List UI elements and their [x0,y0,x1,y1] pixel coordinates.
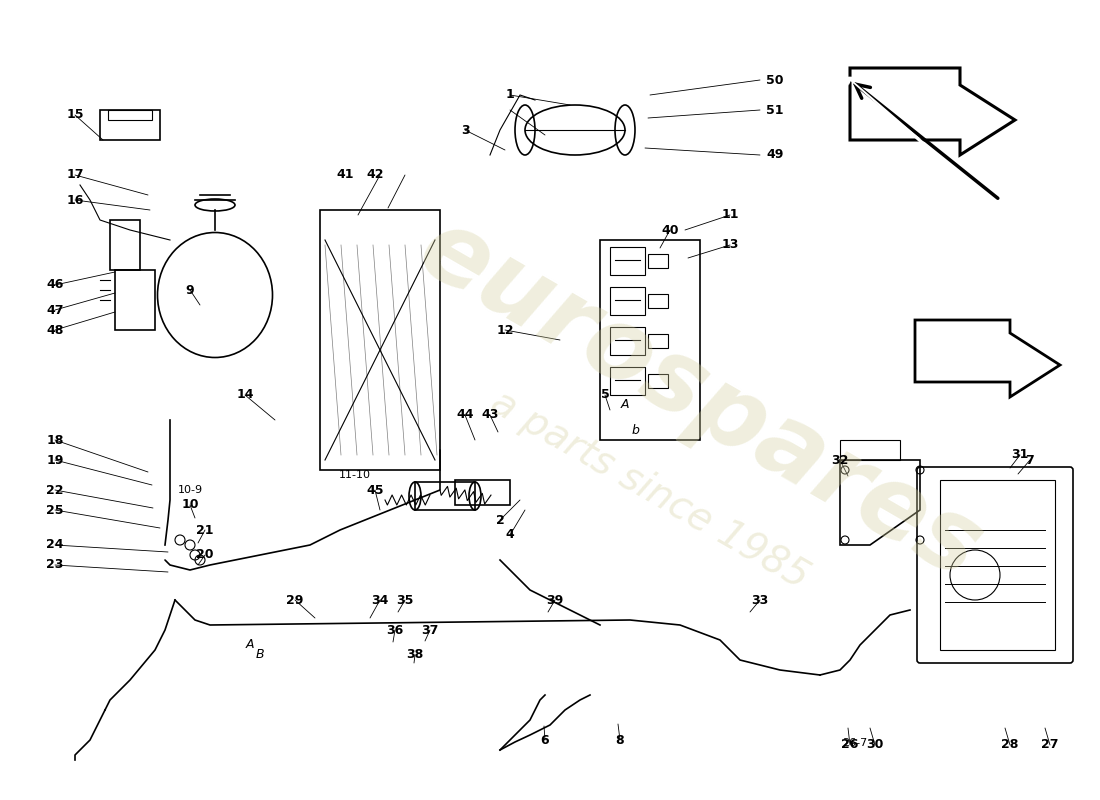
Text: 49: 49 [767,149,783,162]
Text: 26-7: 26-7 [843,738,868,748]
Bar [455,480,510,505]
Text: 43: 43 [482,409,498,422]
Text: 10: 10 [182,498,199,511]
Bar [610,367,645,395]
Bar [320,210,440,470]
Text: eurospares: eurospares [402,200,998,600]
Bar [610,287,645,315]
Text: 15: 15 [66,109,84,122]
Text: 18: 18 [46,434,64,446]
Text: 29: 29 [286,594,304,606]
Bar [415,482,475,510]
Text: 24: 24 [46,538,64,551]
Text: 35: 35 [396,594,414,606]
Text: 20: 20 [196,549,213,562]
Text: 19: 19 [46,454,64,466]
Text: A: A [245,638,254,651]
Text: 34: 34 [372,594,388,606]
Text: b: b [631,423,639,437]
Text: a parts since 1985: a parts since 1985 [484,383,816,597]
Text: 27: 27 [1042,738,1058,751]
Text: 46: 46 [46,278,64,291]
Text: 39: 39 [547,594,563,606]
Text: 10-9: 10-9 [177,485,202,495]
Text: 11-10: 11-10 [339,470,371,480]
Text: 5: 5 [601,389,609,402]
Text: 40: 40 [661,223,679,237]
Bar [108,110,152,120]
Bar [110,220,140,270]
Text: 36: 36 [386,623,404,637]
Text: 32: 32 [832,454,849,466]
Text: 48: 48 [46,323,64,337]
Bar [648,334,668,348]
Bar [610,247,645,275]
Text: 9: 9 [186,283,195,297]
Text: 21: 21 [196,523,213,537]
Bar [940,480,1055,650]
Text: 50: 50 [767,74,783,86]
Bar [648,294,668,308]
Text: B: B [255,649,264,662]
Text: 25: 25 [46,503,64,517]
Text: 31: 31 [1011,449,1028,462]
Text: 41: 41 [337,169,354,182]
Text: 44: 44 [456,409,474,422]
Text: 13: 13 [722,238,739,251]
Text: 8: 8 [616,734,625,746]
Bar [600,240,700,440]
Bar [648,254,668,268]
Text: 17: 17 [66,169,84,182]
Text: 3: 3 [461,123,470,137]
Text: 45: 45 [366,483,384,497]
Text: 33: 33 [751,594,769,606]
Text: 12: 12 [496,323,514,337]
Text: 22: 22 [46,483,64,497]
Text: 4: 4 [506,529,515,542]
Text: 11: 11 [722,209,739,222]
Text: 2: 2 [496,514,505,526]
Text: 14: 14 [236,389,254,402]
Text: 28: 28 [1001,738,1019,751]
Text: 16: 16 [66,194,84,206]
Text: 1: 1 [506,89,515,102]
Text: 23: 23 [46,558,64,571]
Text: 6: 6 [541,734,549,746]
Text: 38: 38 [406,649,424,662]
Bar [610,327,645,355]
Text: 42: 42 [366,169,384,182]
Text: 47: 47 [46,303,64,317]
Text: 51: 51 [767,103,783,117]
Text: 7: 7 [1025,454,1034,466]
Text: A: A [620,398,629,411]
Text: 30: 30 [867,738,883,751]
Text: 37: 37 [421,623,439,637]
Text: 26: 26 [842,738,859,751]
Bar [648,374,668,388]
Bar [100,110,160,140]
